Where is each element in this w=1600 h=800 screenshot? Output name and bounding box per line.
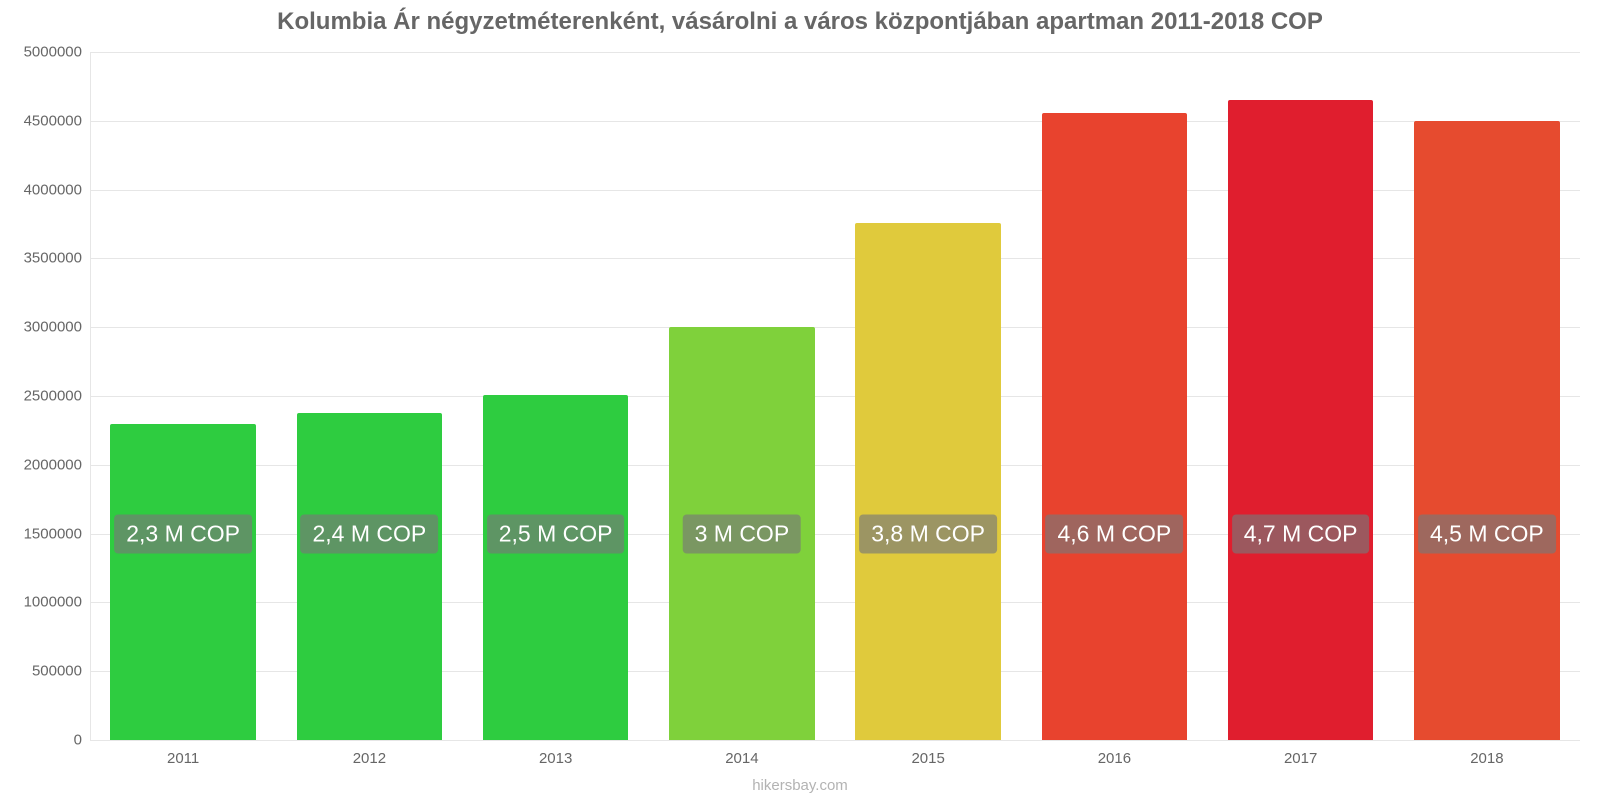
y-tick-label: 3500000 <box>24 250 90 267</box>
gridline <box>90 52 1580 53</box>
bar-data-label: 3 M COP <box>683 514 802 553</box>
y-tick-label: 4500000 <box>24 112 90 129</box>
x-tick-label: 2016 <box>1098 740 1131 767</box>
bar <box>855 223 1000 740</box>
y-axis-line <box>90 52 91 740</box>
bar <box>1042 113 1187 740</box>
bar-data-label: 3,8 M COP <box>859 514 997 553</box>
y-tick-label: 3000000 <box>24 319 90 336</box>
x-tick-label: 2011 <box>167 740 199 767</box>
y-tick-label: 2000000 <box>24 456 90 473</box>
y-tick-label: 5000000 <box>24 44 90 61</box>
chart-container: Kolumbia Ár négyzetméterenként, vásároln… <box>0 0 1600 800</box>
chart-title: Kolumbia Ár négyzetméterenként, vásároln… <box>0 8 1600 36</box>
y-tick-label: 500000 <box>32 663 90 680</box>
x-tick-label: 2015 <box>911 740 944 767</box>
bar <box>1414 121 1559 740</box>
y-tick-label: 1500000 <box>24 525 90 542</box>
y-tick-label: 0 <box>74 732 90 749</box>
bar <box>110 424 255 740</box>
y-tick-label: 4000000 <box>24 181 90 198</box>
bar-data-label: 2,5 M COP <box>487 514 625 553</box>
x-tick-label: 2017 <box>1284 740 1317 767</box>
bar-data-label: 4,5 M COP <box>1418 514 1556 553</box>
x-tick-label: 2012 <box>353 740 386 767</box>
bar <box>1228 100 1373 740</box>
plot-area: 0500000100000015000002000000250000030000… <box>90 52 1580 740</box>
bar <box>483 395 628 740</box>
y-tick-label: 1000000 <box>24 594 90 611</box>
gridline <box>90 740 1580 741</box>
x-tick-label: 2014 <box>725 740 758 767</box>
bar <box>297 413 442 740</box>
bar-data-label: 4,7 M COP <box>1232 514 1370 553</box>
bar-data-label: 4,6 M COP <box>1045 514 1183 553</box>
x-tick-label: 2013 <box>539 740 572 767</box>
source-label: hikersbay.com <box>0 777 1600 794</box>
bar-data-label: 2,3 M COP <box>114 514 252 553</box>
bar-data-label: 2,4 M COP <box>300 514 438 553</box>
x-tick-label: 2018 <box>1470 740 1503 767</box>
y-tick-label: 2500000 <box>24 388 90 405</box>
